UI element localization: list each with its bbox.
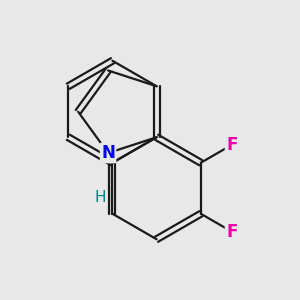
Text: F: F: [226, 223, 237, 241]
Text: N: N: [101, 144, 115, 162]
Text: H: H: [95, 190, 106, 206]
Text: F: F: [226, 136, 237, 154]
